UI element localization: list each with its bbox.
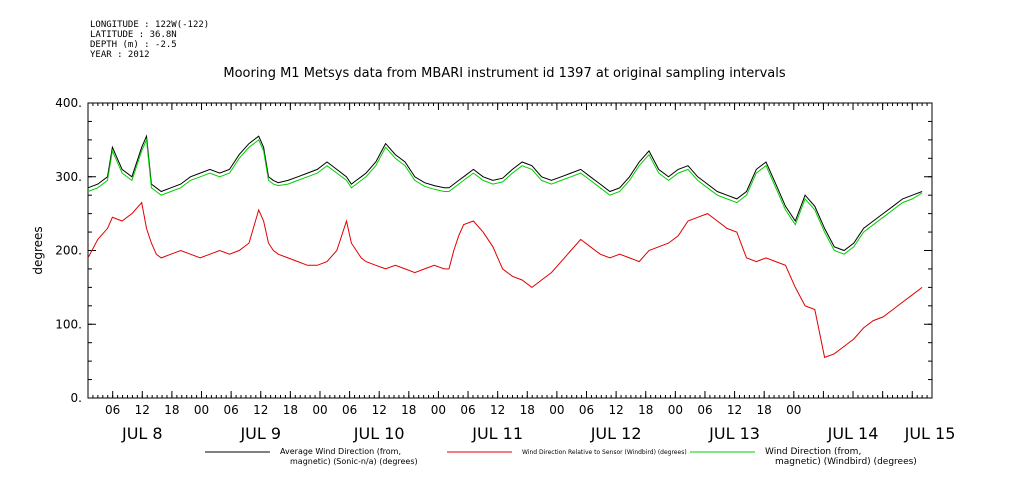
latitude-text: LATITUDE : 36.8N [90,30,177,40]
x-tick-label: 00 [431,403,446,417]
y-axis-label: degrees [31,226,45,274]
x-tick-label: 06 [697,403,712,417]
y-tick-label: 0. [71,391,82,405]
legend-label-1-line2: magnetic) (Sonic-n/a) (degrees) [290,457,418,466]
plot-frame [87,102,933,399]
y-tick-label: 400. [55,96,82,110]
series-line-3 [87,137,923,255]
day-label: JUL 10 [353,424,405,443]
x-tick-label: 18 [638,403,653,417]
day-label: JUL 15 [904,424,956,443]
x-tick-label: 06 [342,403,357,417]
x-tick-label: 00 [549,403,564,417]
chart-title: Mooring M1 Metsys data from MBARI instru… [223,66,786,81]
day-label: JUL 9 [239,424,281,443]
x-tick-label: 18 [164,403,179,417]
y-tick-label: 200. [55,244,82,258]
legend-label-3-line2: magnetic) (Windbird) (degrees) [775,457,917,467]
x-tick-label: 06 [105,403,120,417]
x-tick-label: 12 [608,403,623,417]
longitude-text: LONGITUDE : 122W(-122) [90,20,210,30]
x-tick-label: 06 [579,403,594,417]
x-tick-label: 00 [786,403,801,417]
day-label: JUL 8 [121,424,163,443]
legend-label-2: Wind Direction Relative to Sensor (Windb… [522,449,687,456]
x-tick-label: 18 [757,403,772,417]
metadata-block: LONGITUDE : 122W(-122) LATITUDE : 36.8N … [90,20,209,60]
y-tick-label: 300. [55,170,82,184]
x-tick-label: 06 [460,403,475,417]
x-tick-label: 00 [312,403,327,417]
x-tick-label: 00 [194,403,209,417]
legend-label-3: Wind Direction (from, [765,447,861,457]
legend-label-1: Average Wind Direction (from, [280,447,401,456]
x-tick-label: 18 [283,403,298,417]
x-tick-label: 12 [253,403,268,417]
x-tick-label: 00 [668,403,683,417]
y-tick-label: 100. [55,317,82,331]
x-tick-label: 06 [223,403,238,417]
series-line-2 [87,201,923,359]
x-tick-label: 18 [401,403,416,417]
x-tick-label: 12 [727,403,742,417]
year-text: YEAR : 2012 [90,50,150,60]
x-tick-label: 12 [372,403,387,417]
day-label: JUL 13 [708,424,760,443]
series-line-1 [87,134,923,252]
x-tick-label: 12 [490,403,505,417]
x-tick-label: 18 [520,403,535,417]
day-label: JUL 12 [590,424,642,443]
x-tick-label: 12 [135,403,150,417]
depth-text: DEPTH (m) : -2.5 [90,40,177,50]
day-label: JUL 11 [471,424,523,443]
day-label: JUL 14 [827,424,879,443]
